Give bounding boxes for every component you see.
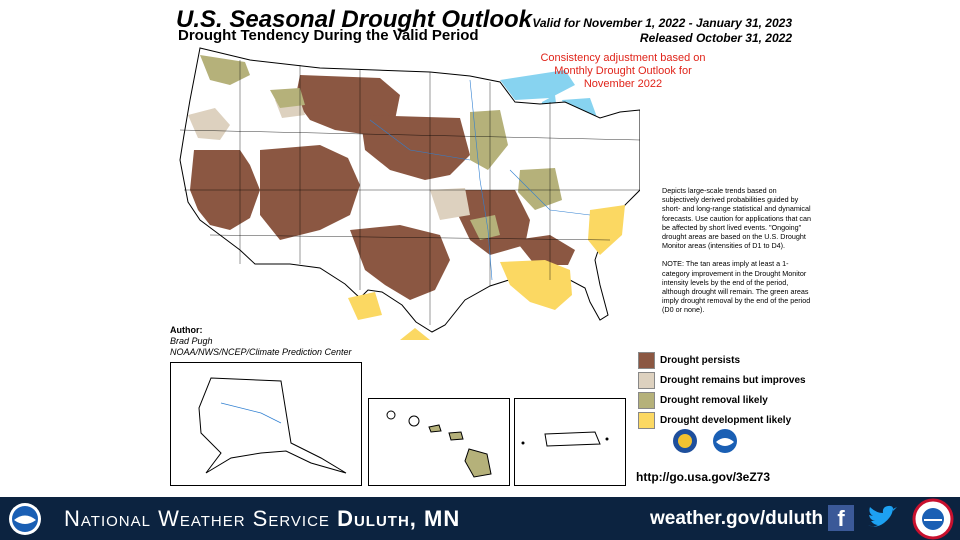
author-label: Author: — [170, 325, 203, 335]
twitter-icon[interactable] — [866, 503, 898, 533]
legend-label: Drought removal likely — [660, 394, 768, 406]
author-block: Author: Brad Pugh NOAA/NWS/NCEP/Climate … — [170, 325, 352, 358]
agency-logos — [672, 428, 738, 454]
legend-swatch — [638, 351, 655, 369]
hawaii-map — [386, 410, 492, 478]
notes-paragraph-2: NOTE: The tan areas imply at least a 1-c… — [662, 259, 811, 315]
valid-line: Valid for November 1, 2022 - January 31,… — [532, 16, 792, 30]
author-org: NOAA/NWS/NCEP/Climate Prediction Center — [170, 347, 352, 357]
outlook-notes: Depicts large-scale trends based on subj… — [662, 186, 812, 324]
legend-item-persists: Drought persists — [638, 350, 806, 370]
legend-item-removal: Drought removal likely — [638, 390, 806, 410]
drought-removal-areas — [200, 55, 562, 240]
rivers — [369, 79, 591, 281]
office-name: National Weather Service Duluth, MN — [64, 506, 460, 532]
noaa-footer-logo-icon — [9, 503, 41, 535]
author-name: Brad Pugh — [170, 336, 213, 346]
alaska-inset — [170, 362, 362, 486]
facebook-icon[interactable]: f — [828, 505, 854, 531]
valid-period: Valid for November 1, 2022 - January 31,… — [532, 16, 792, 46]
office-city: Duluth, MN — [337, 506, 461, 531]
hawaii-inset — [368, 398, 510, 486]
legend-label: Drought development likely — [660, 414, 792, 426]
footer-bar: National Weather Service Duluth, MN weat… — [0, 497, 960, 540]
legend-label: Drought remains but improves — [660, 374, 806, 386]
map-subtitle: Drought Tendency During the Valid Period — [178, 27, 479, 44]
state-borders — [179, 60, 640, 325]
alaska-map — [198, 377, 347, 474]
noaa-logo-icon — [713, 429, 737, 453]
map-title: U.S. Seasonal Drought Outlook — [176, 6, 533, 33]
legend-item-development: Drought development likely — [638, 410, 806, 430]
office-prefix: National Weather Service — [64, 506, 330, 531]
skywarn-badge-icon — [912, 498, 954, 540]
conus-drought-map — [179, 47, 640, 340]
office-website-link[interactable]: weather.gov/duluth — [650, 508, 824, 529]
notes-paragraph-1: Depicts large-scale trends based on subj… — [662, 186, 812, 251]
commerce-seal-icon — [673, 429, 697, 453]
consistency-note: Consistency adjustment based on Monthly … — [540, 52, 706, 90]
released-line: Released October 31, 2022 — [639, 31, 792, 45]
legend-label: Drought persists — [660, 354, 741, 366]
puerto-rico-inset — [514, 398, 626, 486]
puerto-rico-map — [521, 431, 609, 447]
legend-swatch — [638, 391, 655, 409]
legend: Drought persists Drought remains but imp… — [638, 350, 806, 430]
outlook-url[interactable]: http://go.usa.gov/3eZ73 — [636, 470, 771, 484]
drought-development-areas — [348, 205, 625, 340]
legend-swatch — [638, 411, 655, 429]
legend-item-improves: Drought remains but improves — [638, 370, 806, 390]
legend-swatch — [638, 371, 655, 389]
